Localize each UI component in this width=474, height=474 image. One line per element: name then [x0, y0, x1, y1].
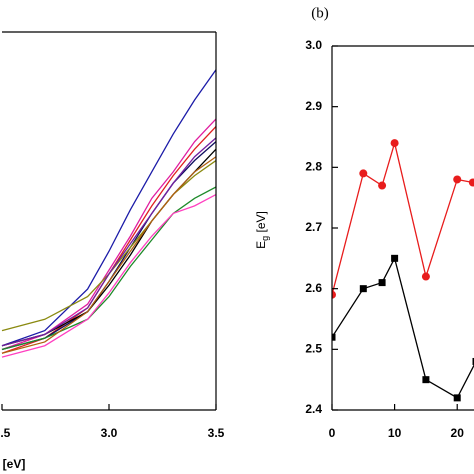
marker — [468, 178, 474, 187]
marker — [378, 181, 387, 190]
marker — [332, 333, 336, 341]
y-tick-label: 2.8 — [305, 160, 322, 174]
data-line — [332, 256, 474, 399]
y-tick-label: 2.5 — [305, 342, 322, 356]
x-tick-label: 2.5 — [0, 426, 11, 440]
x-tick-label: 3.0 — [101, 426, 118, 440]
marker — [391, 254, 399, 262]
y-axis-label-main: E — [254, 241, 268, 249]
marker — [390, 139, 399, 148]
data-line — [332, 140, 473, 295]
x-tick-label: 3.5 — [208, 426, 225, 440]
panel-label: (b) — [311, 5, 329, 21]
x-axis-label: [eV] — [3, 457, 26, 471]
marker — [421, 272, 430, 281]
marker — [332, 290, 336, 299]
x-tick-label: 10 — [388, 426, 402, 440]
data-line — [1, 118, 216, 351]
y-axis-label-unit: [eV] — [254, 211, 268, 236]
marker — [453, 175, 462, 184]
marker — [453, 394, 461, 402]
data-line — [1, 148, 216, 347]
y-tick-label: 2.6 — [305, 281, 322, 295]
y-axis-label: Eg [eV] — [254, 211, 270, 249]
data-line — [1, 193, 216, 358]
marker — [422, 376, 430, 384]
x-tick-label: 0 — [329, 426, 336, 440]
data-line — [1, 141, 216, 351]
data-line — [1, 186, 216, 351]
data-line — [1, 126, 216, 354]
y-tick-label: 2.7 — [305, 220, 322, 234]
y-axis-label-sub: g — [260, 236, 270, 241]
data-line — [1, 69, 216, 347]
data-line — [1, 137, 216, 347]
marker — [359, 285, 367, 293]
plot-area — [1, 69, 216, 358]
y-tick-label: 2.9 — [305, 99, 322, 113]
marker — [472, 357, 474, 365]
data-line — [1, 159, 216, 332]
marker — [378, 279, 386, 287]
x-tick-label: 20 — [451, 426, 465, 440]
plot-area — [332, 139, 474, 402]
data-line — [1, 156, 216, 354]
y-tick-label: 3.0 — [305, 38, 322, 52]
y-tick-label: 2.4 — [305, 402, 322, 416]
marker — [359, 169, 368, 178]
